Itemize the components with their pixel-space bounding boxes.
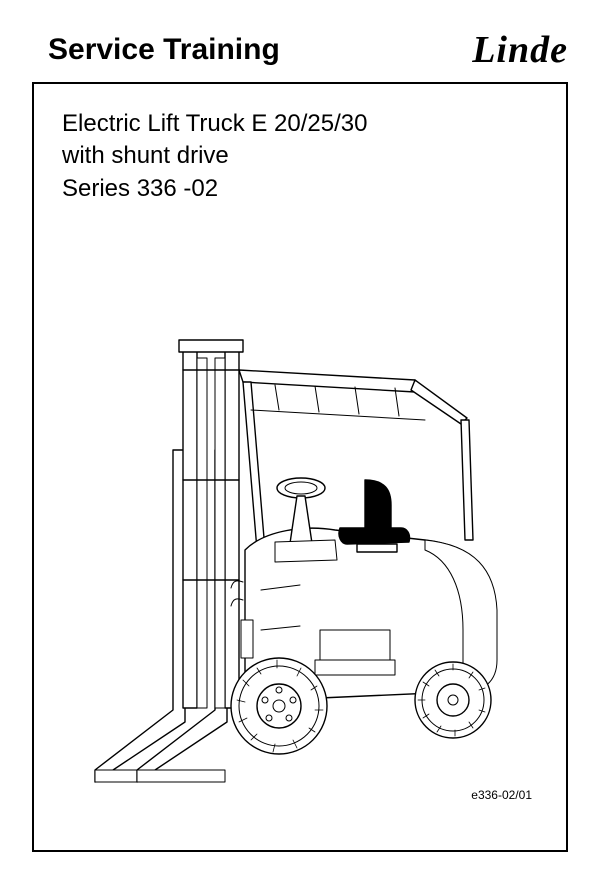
product-title-line-2: with shunt drive <box>62 140 538 172</box>
illustration-container <box>34 330 566 800</box>
product-title: Electric Lift Truck E 20/25/30 with shun… <box>62 108 538 205</box>
cover-frame: Electric Lift Truck E 20/25/30 with shun… <box>32 82 568 852</box>
product-title-line-3: Series 336 -02 <box>62 173 538 205</box>
overhead-guard-icon <box>239 370 473 550</box>
figure-reference: e336-02/01 <box>471 788 532 802</box>
mast-icon <box>179 340 243 708</box>
document-type-title: Service Training <box>48 33 280 67</box>
page-header: Service Training Linde <box>0 0 600 82</box>
brand-logo: Linde <box>472 28 568 72</box>
front-wheel-icon <box>231 658 327 754</box>
product-title-line-1: Electric Lift Truck E 20/25/30 <box>62 108 538 140</box>
forklift-illustration <box>65 330 535 800</box>
seat-icon <box>339 480 410 552</box>
steering-icon <box>275 478 337 562</box>
rear-wheel-icon <box>415 662 491 738</box>
